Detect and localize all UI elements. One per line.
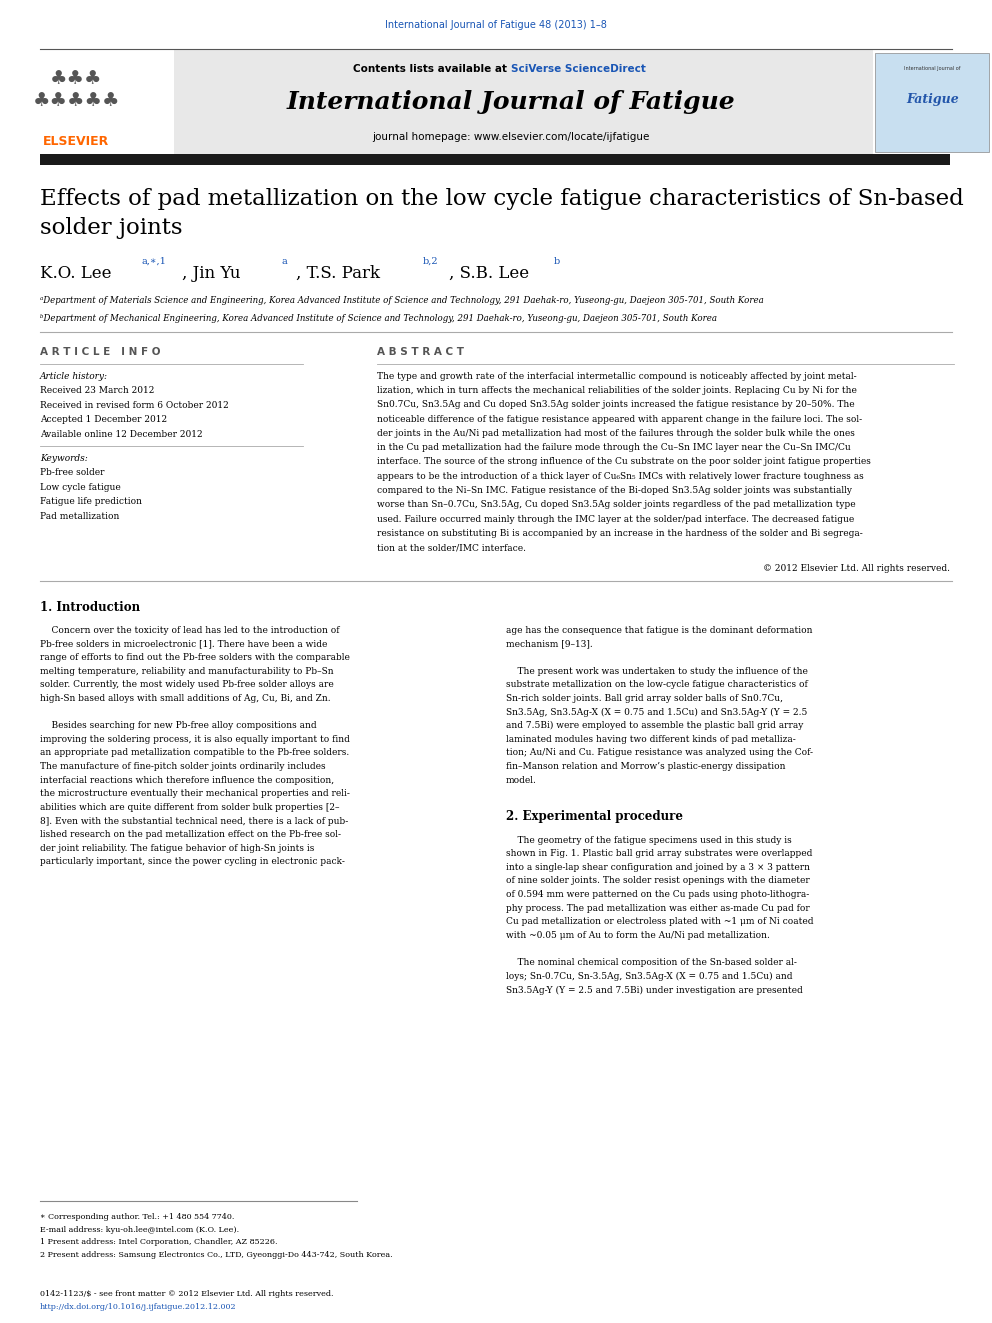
Text: Sn3.5Ag, Sn3.5Ag-X (X = 0.75 and 1.5Cu) and Sn3.5Ag-Y (Y = 2.5: Sn3.5Ag, Sn3.5Ag-X (X = 0.75 and 1.5Cu) … bbox=[506, 708, 807, 717]
Text: with ~0.05 μm of Au to form the Au/Ni pad metallization.: with ~0.05 μm of Au to form the Au/Ni pa… bbox=[506, 931, 770, 941]
Text: Available online 12 December 2012: Available online 12 December 2012 bbox=[40, 430, 202, 439]
Text: and 7.5Bi) were employed to assemble the plastic ball grid array: and 7.5Bi) were employed to assemble the… bbox=[506, 721, 804, 730]
Text: an appropriate pad metallization compatible to the Pb-free solders.: an appropriate pad metallization compati… bbox=[40, 749, 349, 758]
Text: der joints in the Au/Ni pad metallization had most of the failures through the s: der joints in the Au/Ni pad metallizatio… bbox=[377, 429, 855, 438]
Text: fin–Manson relation and Morrow’s plastic-energy dissipation: fin–Manson relation and Morrow’s plastic… bbox=[506, 762, 786, 771]
FancyBboxPatch shape bbox=[40, 49, 873, 156]
Text: journal homepage: www.elsevier.com/locate/ijfatigue: journal homepage: www.elsevier.com/locat… bbox=[372, 132, 650, 143]
Text: E-mail address: kyu-oh.lee@intel.com (K.O. Lee).: E-mail address: kyu-oh.lee@intel.com (K.… bbox=[40, 1225, 239, 1234]
Text: used. Failure occurred mainly through the IMC layer at the solder/pad interface.: used. Failure occurred mainly through th… bbox=[377, 515, 854, 524]
Text: 1. Introduction: 1. Introduction bbox=[40, 601, 140, 614]
Text: particularly important, since the power cycling in electronic pack-: particularly important, since the power … bbox=[40, 857, 344, 867]
Text: of nine solder joints. The solder resist openings with the diameter: of nine solder joints. The solder resist… bbox=[506, 876, 809, 885]
Text: Fatigue life prediction: Fatigue life prediction bbox=[40, 497, 142, 507]
Text: The manufacture of fine-pitch solder joints ordinarily includes: The manufacture of fine-pitch solder joi… bbox=[40, 762, 325, 771]
Text: The present work was undertaken to study the influence of the: The present work was undertaken to study… bbox=[506, 667, 807, 676]
Text: der joint reliability. The fatigue behavior of high-Sn joints is: der joint reliability. The fatigue behav… bbox=[40, 844, 314, 853]
Text: improving the soldering process, it is also equally important to find: improving the soldering process, it is a… bbox=[40, 734, 349, 744]
Text: phy process. The pad metallization was either as-made Cu pad for: phy process. The pad metallization was e… bbox=[506, 904, 809, 913]
Text: lization, which in turn affects the mechanical reliabilities of the solder joint: lization, which in turn affects the mech… bbox=[377, 386, 857, 396]
Text: K.O. Lee: K.O. Lee bbox=[40, 265, 111, 282]
Text: melting temperature, reliability and manufacturability to Pb–Sn: melting temperature, reliability and man… bbox=[40, 667, 333, 676]
Text: tion; Au/Ni and Cu. Fatigue resistance was analyzed using the Cof-: tion; Au/Ni and Cu. Fatigue resistance w… bbox=[506, 749, 812, 758]
Text: ♣♣♣
♣♣♣♣♣: ♣♣♣ ♣♣♣♣♣ bbox=[33, 70, 120, 110]
Text: Pad metallization: Pad metallization bbox=[40, 512, 119, 521]
Text: , S.B. Lee: , S.B. Lee bbox=[449, 265, 530, 282]
Text: Accepted 1 December 2012: Accepted 1 December 2012 bbox=[40, 415, 167, 425]
Text: compared to the Ni–Sn IMC. Fatigue resistance of the Bi-doped Sn3.5Ag solder joi: compared to the Ni–Sn IMC. Fatigue resis… bbox=[377, 486, 852, 495]
Text: Keywords:: Keywords: bbox=[40, 454, 87, 463]
Text: Concern over the toxicity of lead has led to the introduction of: Concern over the toxicity of lead has le… bbox=[40, 626, 339, 635]
Text: Sn0.7Cu, Sn3.5Ag and Cu doped Sn3.5Ag solder joints increased the fatigue resist: Sn0.7Cu, Sn3.5Ag and Cu doped Sn3.5Ag so… bbox=[377, 401, 854, 409]
Text: interface. The source of the strong influence of the Cu substrate on the poor so: interface. The source of the strong infl… bbox=[377, 458, 871, 467]
Text: laminated modules having two different kinds of pad metalliza-: laminated modules having two different k… bbox=[506, 734, 796, 744]
Text: shown in Fig. 1. Plastic ball grid array substrates were overlapped: shown in Fig. 1. Plastic ball grid array… bbox=[506, 849, 812, 859]
FancyBboxPatch shape bbox=[875, 53, 989, 152]
Text: Article history:: Article history: bbox=[40, 372, 108, 381]
Text: a: a bbox=[282, 257, 288, 266]
Text: The geometry of the fatigue specimens used in this study is: The geometry of the fatigue specimens us… bbox=[506, 836, 792, 844]
Text: b: b bbox=[554, 257, 559, 266]
Text: mechanism [9–13].: mechanism [9–13]. bbox=[506, 639, 592, 648]
FancyBboxPatch shape bbox=[40, 153, 950, 165]
Text: A R T I C L E   I N F O: A R T I C L E I N F O bbox=[40, 347, 160, 357]
Text: , T.S. Park: , T.S. Park bbox=[296, 265, 380, 282]
Text: 2. Experimental procedure: 2. Experimental procedure bbox=[506, 811, 682, 823]
Text: substrate metallization on the low-cycle fatigue characteristics of: substrate metallization on the low-cycle… bbox=[506, 680, 807, 689]
Text: Fatigue: Fatigue bbox=[906, 93, 959, 106]
Text: 8]. Even with the substantial technical need, there is a lack of pub-: 8]. Even with the substantial technical … bbox=[40, 816, 348, 826]
Text: International Journal of: International Journal of bbox=[905, 66, 960, 71]
Text: A B S T R A C T: A B S T R A C T bbox=[377, 347, 464, 357]
Text: age has the consequence that fatigue is the dominant deformation: age has the consequence that fatigue is … bbox=[506, 626, 812, 635]
Text: b,2: b,2 bbox=[423, 257, 438, 266]
Text: noticeable difference of the fatigue resistance appeared with apparent change in: noticeable difference of the fatigue res… bbox=[377, 414, 862, 423]
Text: solder. Currently, the most widely used Pb-free solder alloys are: solder. Currently, the most widely used … bbox=[40, 680, 333, 689]
Text: worse than Sn–0.7Cu, Sn3.5Ag, Cu doped Sn3.5Ag solder joints regardless of the p: worse than Sn–0.7Cu, Sn3.5Ag, Cu doped S… bbox=[377, 500, 855, 509]
Text: ᵃDepartment of Materials Science and Engineering, Korea Advanced Institute of Sc: ᵃDepartment of Materials Science and Eng… bbox=[40, 296, 764, 306]
Text: lished research on the pad metallization effect on the Pb-free sol-: lished research on the pad metallization… bbox=[40, 831, 340, 839]
Text: Pb-free solder: Pb-free solder bbox=[40, 468, 104, 478]
Text: resistance on substituting Bi is accompanied by an increase in the hardness of t: resistance on substituting Bi is accompa… bbox=[377, 529, 863, 538]
Text: SciVerse ScienceDirect: SciVerse ScienceDirect bbox=[511, 64, 646, 74]
Text: , Jin Yu: , Jin Yu bbox=[182, 265, 240, 282]
Text: interfacial reactions which therefore influence the composition,: interfacial reactions which therefore in… bbox=[40, 775, 333, 785]
Text: Sn3.5Ag-Y (Y = 2.5 and 7.5Bi) under investigation are presented: Sn3.5Ag-Y (Y = 2.5 and 7.5Bi) under inve… bbox=[506, 986, 803, 995]
Text: range of efforts to find out the Pb-free solders with the comparable: range of efforts to find out the Pb-free… bbox=[40, 654, 349, 662]
Text: Pb-free solders in microelectronic [1]. There have been a wide: Pb-free solders in microelectronic [1]. … bbox=[40, 639, 327, 648]
Text: into a single-lap shear configuration and joined by a 3 × 3 pattern: into a single-lap shear configuration an… bbox=[506, 863, 809, 872]
Text: a,∗,1: a,∗,1 bbox=[142, 257, 167, 266]
Text: 2 Present address: Samsung Electronics Co., LTD, Gyeonggi-Do 443-742, South Kore: 2 Present address: Samsung Electronics C… bbox=[40, 1252, 392, 1259]
Text: 0142-1123/$ - see front matter © 2012 Elsevier Ltd. All rights reserved.: 0142-1123/$ - see front matter © 2012 El… bbox=[40, 1290, 333, 1298]
Text: © 2012 Elsevier Ltd. All rights reserved.: © 2012 Elsevier Ltd. All rights reserved… bbox=[763, 564, 950, 573]
Text: Received 23 March 2012: Received 23 March 2012 bbox=[40, 386, 154, 396]
Text: ᵇDepartment of Mechanical Engineering, Korea Advanced Institute of Science and T: ᵇDepartment of Mechanical Engineering, K… bbox=[40, 314, 716, 323]
Text: Received in revised form 6 October 2012: Received in revised form 6 October 2012 bbox=[40, 401, 228, 410]
Text: high-Sn based alloys with small additions of Ag, Cu, Bi, and Zn.: high-Sn based alloys with small addition… bbox=[40, 693, 330, 703]
Text: International Journal of Fatigue 48 (2013) 1–8: International Journal of Fatigue 48 (201… bbox=[385, 20, 607, 30]
Text: The type and growth rate of the interfacial intermetallic compound is noticeably: The type and growth rate of the interfac… bbox=[377, 372, 856, 381]
Text: http://dx.doi.org/10.1016/j.ijfatigue.2012.12.002: http://dx.doi.org/10.1016/j.ijfatigue.20… bbox=[40, 1303, 236, 1311]
Text: model.: model. bbox=[506, 775, 537, 785]
Text: in the Cu pad metallization had the failure mode through the Cu–Sn IMC layer nea: in the Cu pad metallization had the fail… bbox=[377, 443, 851, 452]
Text: Sn-rich solder joints. Ball grid array solder balls of Sn0.7Cu,: Sn-rich solder joints. Ball grid array s… bbox=[506, 693, 783, 703]
Text: the microstructure eventually their mechanical properties and reli-: the microstructure eventually their mech… bbox=[40, 790, 349, 798]
Text: The nominal chemical composition of the Sn-based solder al-: The nominal chemical composition of the … bbox=[506, 958, 797, 967]
Text: abilities which are quite different from solder bulk properties [2–: abilities which are quite different from… bbox=[40, 803, 339, 812]
Text: ∗ Corresponding author. Tel.: +1 480 554 7740.: ∗ Corresponding author. Tel.: +1 480 554… bbox=[40, 1213, 234, 1221]
Text: Contents lists available at: Contents lists available at bbox=[353, 64, 511, 74]
Text: Low cycle fatigue: Low cycle fatigue bbox=[40, 483, 120, 492]
Text: appears to be the introduction of a thick layer of Cu₆Sn₅ IMCs with relatively l: appears to be the introduction of a thic… bbox=[377, 472, 864, 480]
Text: Besides searching for new Pb-free alloy compositions and: Besides searching for new Pb-free alloy … bbox=[40, 721, 316, 730]
Text: International Journal of Fatigue: International Journal of Fatigue bbox=[287, 90, 735, 114]
Text: 1 Present address: Intel Corporation, Chandler, AZ 85226.: 1 Present address: Intel Corporation, Ch… bbox=[40, 1238, 277, 1246]
Text: Effects of pad metallization on the low cycle fatigue characteristics of Sn-base: Effects of pad metallization on the low … bbox=[40, 188, 963, 238]
Text: ELSEVIER: ELSEVIER bbox=[44, 135, 109, 148]
Text: tion at the solder/IMC interface.: tion at the solder/IMC interface. bbox=[377, 544, 526, 552]
Text: loys; Sn-0.7Cu, Sn-3.5Ag, Sn3.5Ag-X (X = 0.75 and 1.5Cu) and: loys; Sn-0.7Cu, Sn-3.5Ag, Sn3.5Ag-X (X =… bbox=[506, 972, 793, 980]
FancyBboxPatch shape bbox=[40, 49, 174, 156]
Text: Cu pad metallization or electroless plated with ~1 μm of Ni coated: Cu pad metallization or electroless plat… bbox=[506, 917, 813, 926]
Text: of 0.594 mm were patterned on the Cu pads using photo-lithogra-: of 0.594 mm were patterned on the Cu pad… bbox=[506, 890, 809, 900]
